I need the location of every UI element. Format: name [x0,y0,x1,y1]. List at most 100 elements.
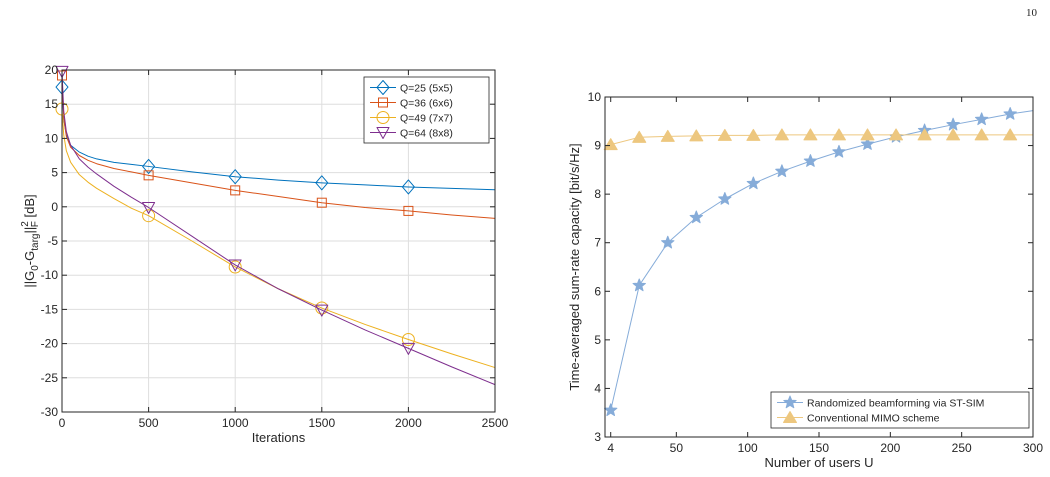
legend-marker [376,111,390,124]
data-point [142,201,156,214]
data-point [661,235,675,249]
data-point [230,185,241,196]
series-line [61,71,496,386]
data-point [917,128,932,141]
y-tick-label: 4 [594,381,601,395]
data-point [974,128,989,141]
x-tick-label: 300 [1023,441,1043,455]
y-axis-label-part: -G [22,251,37,265]
series-line [61,75,496,219]
x-tick-label: 4 [607,441,614,455]
y-tick-label: 9 [594,139,601,153]
data-point [774,128,789,141]
series-2 [57,70,496,219]
series-2 [603,128,1033,151]
legend-marker [376,80,390,95]
data-point [315,304,329,317]
tick-labels: 0 500 1000 1500 2000 2500 -30 -25 -20 -15 -10 -5 0 5 1… [41,63,509,430]
y-tick-label: 6 [594,284,601,298]
series-4 [55,65,496,386]
data-point [604,403,618,417]
y-tick-label: 7 [594,236,601,250]
y-tick-label: -10 [41,268,59,282]
data-point [401,332,415,346]
data-point [228,169,242,185]
y-axis-label-part: ||G [22,271,37,288]
y-axis-label-part: || [22,227,37,234]
data-point [746,128,761,141]
series-1 [604,107,1034,417]
x-tick-label: 50 [670,441,684,455]
x-axis-label: Iterations [252,430,306,445]
data-point [401,179,415,195]
data-point [315,175,329,191]
data-point [142,209,156,223]
data-point [603,138,618,151]
legend-marker [376,127,390,139]
data-point [403,205,414,216]
legend-entry: Q=36 (6x6) [400,98,453,110]
data-point [889,128,904,141]
x-tick-label: 250 [952,441,972,455]
y-tick-label: 10 [45,131,59,145]
legend-entry: Q=49 (7x7) [400,113,453,125]
y-tick-label: 5 [594,333,601,347]
data-point [1003,107,1017,120]
chart-iterations: 0 500 1000 1500 2000 2500 -30 -25 -20 -15 -10 -5 0 5 1… [20,63,509,445]
data-point [1003,128,1018,141]
legend-entry: Conventional MIMO scheme [807,413,940,425]
y-axis-label-part: [dB] [22,194,37,221]
data-point [831,128,846,141]
series-3 [55,102,496,369]
y-tick-label: 0 [51,200,58,214]
data-point [717,128,732,141]
data-point [315,301,329,315]
x-tick-label: 100 [738,441,758,455]
y-tick-label: 8 [594,187,601,201]
legend-entry: Randomized beamforming via ST-SIM [807,398,984,410]
data-point [660,129,675,142]
y-tick-label: 15 [45,97,59,111]
data-point [632,278,646,292]
data-point [803,154,818,167]
y-axis-label-part: targ [30,234,41,251]
legend: Randomized beamforming via ST-SIM Convent… [770,391,1030,429]
y-tick-label: 5 [51,166,58,180]
plot-frame [604,96,1034,438]
data-point [316,197,327,208]
legend: Q=25 (5x5) Q=36 (6x6) Q=49 (7x7) Q=64 (8x8) [363,76,490,144]
y-tick-label: 3 [594,430,601,444]
x-tick-label: 200 [880,441,900,455]
x-tick-label: 500 [139,416,159,430]
data-point [142,158,156,174]
x-tick-label: 2500 [482,416,509,430]
data-point [689,129,704,142]
data-point [775,164,789,178]
x-tick-label: 0 [59,416,66,430]
y-tick-label: -30 [41,405,59,419]
page-number: 10 [1026,7,1037,19]
legend-entry: Q=25 (5x5) [400,83,453,95]
series-line [610,134,1033,146]
data-point [860,128,875,141]
data-point [689,210,703,224]
data-point [718,192,732,205]
data-point [974,112,989,126]
y-tick-label: -5 [47,234,58,248]
data-point [860,137,875,150]
legend-marker [783,395,797,409]
data-point [143,170,154,181]
legend-box [770,391,1030,429]
legend-marker [783,411,797,423]
y-tick-label: -25 [41,371,59,385]
data-point [632,130,647,143]
series-line [61,108,496,369]
y-tick-label: 20 [45,63,59,77]
x-tick-label: 1000 [222,416,249,430]
data-point [55,65,69,78]
y-tick-label: 10 [588,90,602,104]
x-tick-label: 2000 [395,416,422,430]
x-axis-label: Number of users U [764,455,873,470]
